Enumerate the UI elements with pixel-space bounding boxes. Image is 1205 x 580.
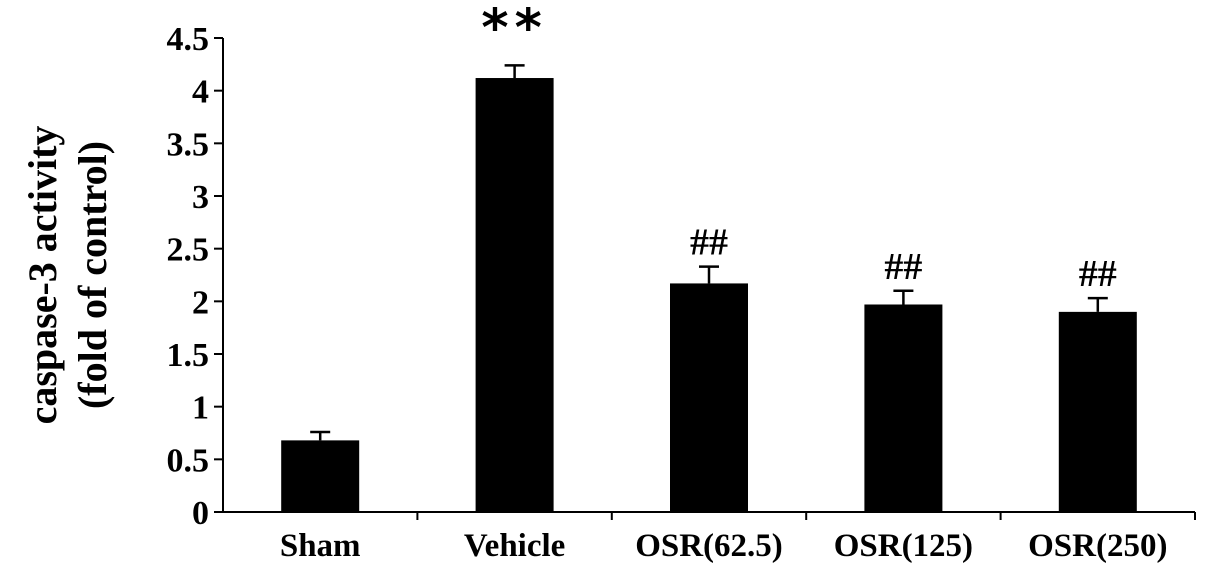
x-tick-label: OSR(62.5) [635, 528, 783, 564]
significance-annotation: ## [690, 222, 728, 264]
y-tick-label: 4 [192, 74, 209, 111]
y-tick-label: 0.5 [167, 442, 210, 479]
bar [475, 78, 554, 512]
significance-annotation: ** [481, 0, 547, 58]
annotations: ** ## ## ## [481, 0, 1116, 295]
significance-annotation: ## [884, 246, 922, 288]
bar [281, 440, 360, 512]
x-tick-label: OSR(250) [1028, 528, 1167, 564]
y-axis-title-line1: caspase-3 activity [20, 126, 65, 425]
y-tick-label: 1.5 [167, 337, 210, 374]
error-bars [310, 64, 1108, 441]
x-tick-label: Vehicle [464, 528, 565, 564]
x-tick-label: OSR(125) [834, 528, 973, 564]
y-ticks: 0 0.5 1 1.5 2 2.5 3 3.5 4 4.5 [167, 21, 223, 532]
bar [864, 304, 943, 512]
bars [281, 78, 1137, 512]
y-axis-title-line2: (fold of control) [70, 141, 115, 409]
significance-annotation: ## [1079, 253, 1117, 295]
y-tick-label: 2.5 [167, 232, 210, 269]
y-tick-label: 4.5 [167, 21, 210, 58]
x-tick-label: Sham [280, 528, 361, 564]
y-tick-label: 3.5 [167, 126, 210, 163]
bar [1058, 311, 1137, 512]
x-tick-labels: Sham Vehicle OSR(62.5) OSR(125) OSR(250) [280, 528, 1168, 564]
y-tick-label: 1 [192, 390, 209, 427]
y-tick-label: 2 [192, 284, 209, 321]
bar [670, 283, 748, 512]
y-axis-title: caspase-3 activity (fold of control) [20, 126, 115, 425]
y-tick-label: 0 [192, 495, 209, 532]
y-tick-label: 3 [192, 179, 209, 216]
